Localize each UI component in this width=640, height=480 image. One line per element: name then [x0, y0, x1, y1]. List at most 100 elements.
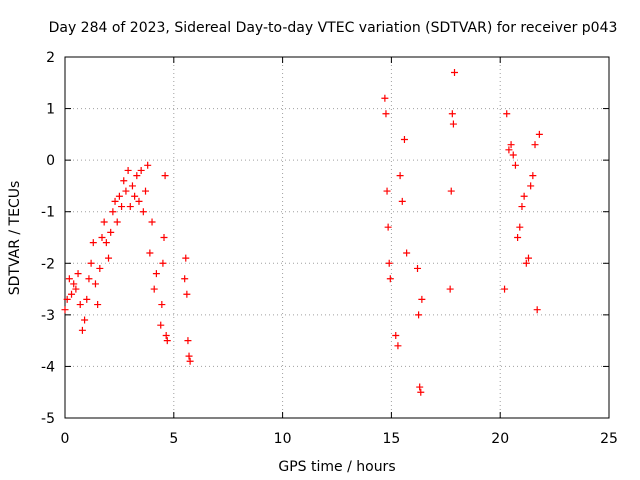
data-point [111, 197, 119, 205]
data-point [509, 151, 517, 159]
data-point [96, 264, 104, 272]
data-point [81, 316, 89, 324]
data-point [94, 301, 102, 309]
data-point [85, 275, 93, 283]
data-point [501, 285, 509, 293]
data-point [150, 285, 158, 293]
data-point [516, 223, 524, 231]
data-point [61, 306, 69, 314]
data-point [126, 203, 134, 211]
data-point [102, 239, 110, 247]
grid-lines [65, 57, 609, 418]
data-point [414, 264, 422, 272]
data-point [91, 280, 99, 288]
data-point [148, 218, 156, 226]
data-point [144, 161, 152, 169]
data-point [128, 182, 136, 190]
data-point [417, 388, 425, 396]
data-point [137, 166, 145, 174]
data-point [83, 295, 91, 303]
x-tick-label: 25 [600, 431, 618, 447]
data-point [394, 342, 402, 350]
data-point [157, 321, 165, 329]
plot-frame [64, 56, 610, 419]
y-tick-label: -5 [41, 411, 55, 427]
data-point [186, 357, 194, 365]
data-point [384, 223, 392, 231]
data-point [396, 172, 404, 180]
x-tick-label: 5 [169, 431, 178, 447]
data-point [507, 141, 515, 149]
y-tick-label: -2 [41, 256, 55, 272]
data-point [447, 187, 455, 195]
data-point [98, 234, 106, 241]
data-point [72, 285, 80, 293]
y-tick-label: 1 [46, 102, 55, 118]
data-point [418, 295, 426, 303]
data-point [78, 326, 86, 334]
data-point [131, 192, 139, 200]
data-point [524, 254, 532, 262]
x-tick-label: 20 [491, 431, 509, 447]
data-point [403, 249, 411, 257]
data-point [139, 208, 147, 216]
data-point [124, 166, 132, 174]
data-point [529, 172, 537, 180]
data-point [522, 259, 530, 267]
data-point [65, 275, 73, 283]
data-point [446, 285, 454, 293]
data-point [533, 306, 541, 314]
data-point [511, 161, 519, 169]
data-point [113, 218, 121, 226]
y-tick-label: 0 [46, 153, 55, 169]
data-point [415, 311, 423, 319]
data-point [183, 290, 191, 298]
data-point [514, 234, 522, 241]
data-point [105, 254, 113, 262]
data-point [520, 192, 528, 200]
data-point [122, 187, 130, 195]
data-point [70, 280, 78, 288]
data-point [383, 187, 391, 195]
data-point [115, 192, 123, 200]
data-point [109, 208, 117, 216]
chart-title: Day 284 of 2023, Sidereal Day-to-day VTE… [49, 20, 618, 36]
data-point [451, 68, 459, 76]
y-tick-label: -3 [41, 308, 55, 324]
data-point [184, 337, 192, 345]
data-point [392, 331, 400, 339]
data-point [416, 383, 424, 391]
data-points [61, 68, 543, 396]
data-point [400, 136, 408, 144]
data-point [503, 110, 511, 118]
y-tick-label: -1 [41, 205, 55, 221]
data-point [181, 275, 189, 283]
data-point [386, 275, 394, 283]
data-point [527, 182, 535, 190]
data-point [63, 295, 71, 303]
data-point [135, 197, 143, 205]
data-point [505, 146, 513, 154]
data-point [152, 270, 160, 278]
data-point [158, 301, 166, 309]
data-point [133, 172, 141, 180]
data-point [87, 259, 95, 267]
data-point [161, 172, 169, 180]
data-point [162, 331, 170, 339]
x-tick-label: 0 [61, 431, 70, 447]
y-tick-label: 2 [46, 50, 55, 66]
data-point [182, 254, 190, 262]
data-point [535, 130, 543, 138]
data-point [142, 187, 150, 195]
x-tick-label: 10 [274, 431, 292, 447]
data-point [89, 239, 97, 247]
data-point [185, 352, 193, 360]
data-point [385, 259, 393, 267]
data-point [118, 203, 126, 211]
data-point [100, 218, 108, 226]
data-point [68, 290, 76, 298]
data-point [120, 177, 128, 185]
data-point [382, 110, 390, 118]
data-point [163, 337, 171, 345]
